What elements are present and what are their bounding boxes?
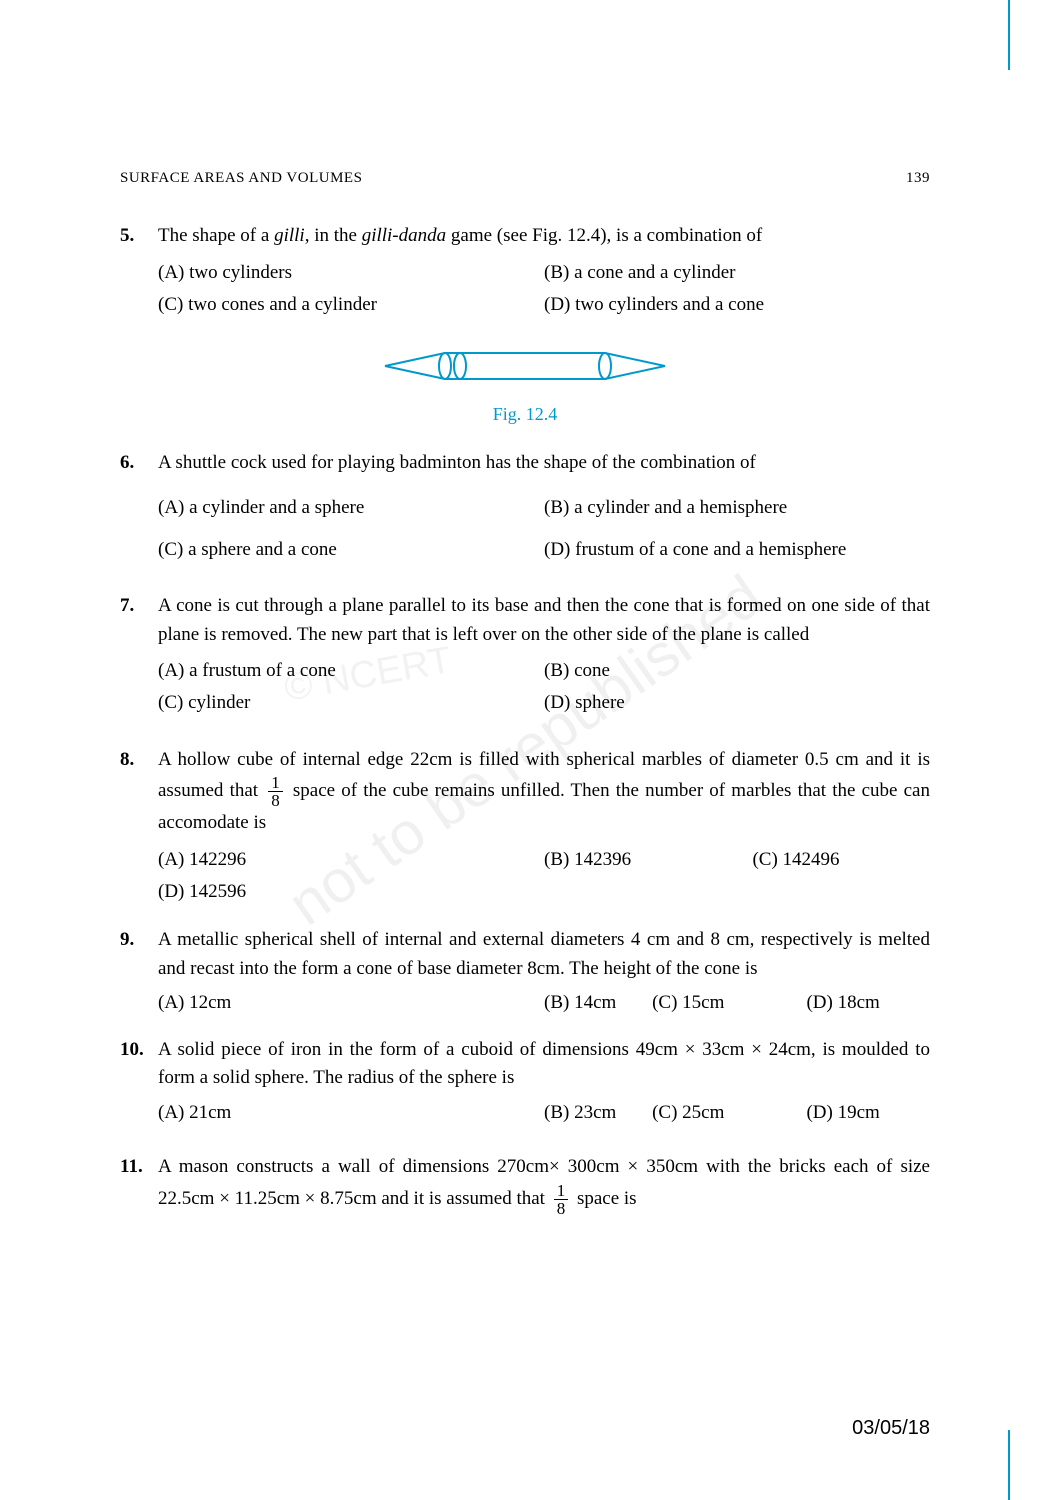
q7-number: 7. (120, 592, 158, 720)
q7-text: A cone is cut through a plane parallel t… (158, 595, 930, 645)
q7-body: A cone is cut through a plane parallel t… (158, 592, 930, 720)
q5-text-mid: , in the (305, 225, 362, 246)
q9-opt-b: (B) 14cm (544, 989, 652, 1018)
q8-options: (A) 142296 (B) 142396 (C) 142496 (D) 142… (158, 844, 930, 909)
q8-body: A hollow cube of internal edge 22cm is f… (158, 746, 930, 909)
q9-opt-d: (D) 18cm (806, 989, 879, 1018)
q8-fraction: 1 8 (268, 774, 283, 809)
q6-text: A shuttle cock used for playing badminto… (158, 452, 756, 473)
q9-options: (A) 12cm (B) 14cm (C) 15cm (D) 18cm (158, 989, 930, 1018)
question-11: 11. A mason constructs a wall of dimensi… (120, 1153, 930, 1217)
q7-opt-d: (D) sphere (544, 687, 930, 719)
q8-frac-num: 1 (268, 774, 283, 792)
q6-opt-b: (B) a cylinder and a hemisphere (544, 492, 930, 524)
page-border-bottom (1008, 1430, 1010, 1500)
q5-text-pre: The shape of a (158, 225, 274, 246)
q11-text-pre: A mason constructs a wall of dimensions … (158, 1156, 930, 1208)
page-content: SURFACE AREAS AND VOLUMES 139 5. The sha… (0, 0, 1050, 1315)
q8-opt-a: (A) 142296 (158, 844, 544, 876)
figure-caption: Fig. 12.4 (120, 404, 930, 425)
q10-opt-a: (A) 21cm (158, 1099, 544, 1128)
q9-opt-a: (A) 12cm (158, 989, 544, 1018)
q8-opt-c: (C) 142496 (752, 844, 930, 876)
gilli-shape-icon (375, 341, 675, 391)
q5-body: The shape of a gilli, in the gilli-danda… (158, 222, 930, 321)
q11-number: 11. (120, 1153, 158, 1217)
q5-italic1: gilli (274, 225, 305, 246)
question-8: 8. A hollow cube of internal edge 22cm i… (120, 746, 930, 909)
q7-opt-a: (A) a frustum of a cone (158, 655, 544, 687)
q10-opt-d: (D) 19cm (806, 1099, 879, 1128)
q5-text-post: game (see Fig. 12.4), is a combination o… (446, 225, 762, 246)
q9-body: A metallic spherical shell of internal a… (158, 926, 930, 1018)
q5-opt-d: (D) two cylinders and a cone (544, 289, 930, 321)
q8-opt-b: (B) 142396 (544, 844, 752, 876)
q6-body: A shuttle cock used for playing badminto… (158, 449, 930, 566)
q8-opt-d: (D) 142596 (158, 876, 930, 908)
footer-date: 03/05/18 (852, 1417, 930, 1440)
q11-text-post: space is (577, 1188, 637, 1209)
q5-opt-c: (C) two cones and a cylinder (158, 289, 544, 321)
chapter-title: SURFACE AREAS AND VOLUMES (120, 170, 362, 187)
question-10: 10. A solid piece of iron in the form of… (120, 1036, 930, 1128)
q10-number: 10. (120, 1036, 158, 1128)
q8-number: 8. (120, 746, 158, 909)
q7-options: (A) a frustum of a cone (B) cone (C) cyl… (158, 655, 930, 720)
q6-opt-d: (D) frustum of a cone and a hemisphere (544, 534, 930, 566)
page-header: SURFACE AREAS AND VOLUMES 139 (120, 170, 930, 187)
q9-opt-c: (C) 15cm (652, 989, 806, 1018)
question-5: 5. The shape of a gilli, in the gilli-da… (120, 222, 930, 321)
q11-frac-den: 8 (554, 1200, 569, 1217)
q5-options: (A) two cylinders (B) a cone and a cylin… (158, 257, 930, 322)
q10-opt-c: (C) 25cm (652, 1099, 806, 1128)
q7-opt-c: (C) cylinder (158, 687, 544, 719)
q6-number: 6. (120, 449, 158, 566)
q11-fraction: 1 8 (554, 1182, 569, 1217)
q8-frac-den: 8 (268, 792, 283, 809)
q10-body: A solid piece of iron in the form of a c… (158, 1036, 930, 1128)
q10-opt-b: (B) 23cm (544, 1099, 652, 1128)
q9-number: 9. (120, 926, 158, 1018)
q7-opt-b: (B) cone (544, 655, 930, 687)
q11-body: A mason constructs a wall of dimensions … (158, 1153, 930, 1217)
q6-opt-a: (A) a cylinder and a sphere (158, 492, 544, 524)
question-9: 9. A metallic spherical shell of interna… (120, 926, 930, 1018)
q5-number: 5. (120, 222, 158, 321)
q9-text: A metallic spherical shell of internal a… (158, 929, 930, 979)
q6-opt-c: (C) a sphere and a cone (158, 534, 544, 566)
q5-opt-a: (A) two cylinders (158, 257, 544, 289)
page-number: 139 (906, 170, 930, 187)
question-7: 7. A cone is cut through a plane paralle… (120, 592, 930, 720)
q6-options: (A) a cylinder and a sphere (B) a cylind… (158, 492, 930, 567)
q11-frac-num: 1 (554, 1182, 569, 1200)
q10-options: (A) 21cm (B) 23cm (C) 25cm (D) 19cm (158, 1099, 930, 1128)
q5-italic2: gilli-danda (362, 225, 446, 246)
q5-opt-b: (B) a cone and a cylinder (544, 257, 930, 289)
figure-12-4: Fig. 12.4 (120, 341, 930, 425)
question-6: 6. A shuttle cock used for playing badmi… (120, 449, 930, 566)
q10-text: A solid piece of iron in the form of a c… (158, 1039, 930, 1089)
